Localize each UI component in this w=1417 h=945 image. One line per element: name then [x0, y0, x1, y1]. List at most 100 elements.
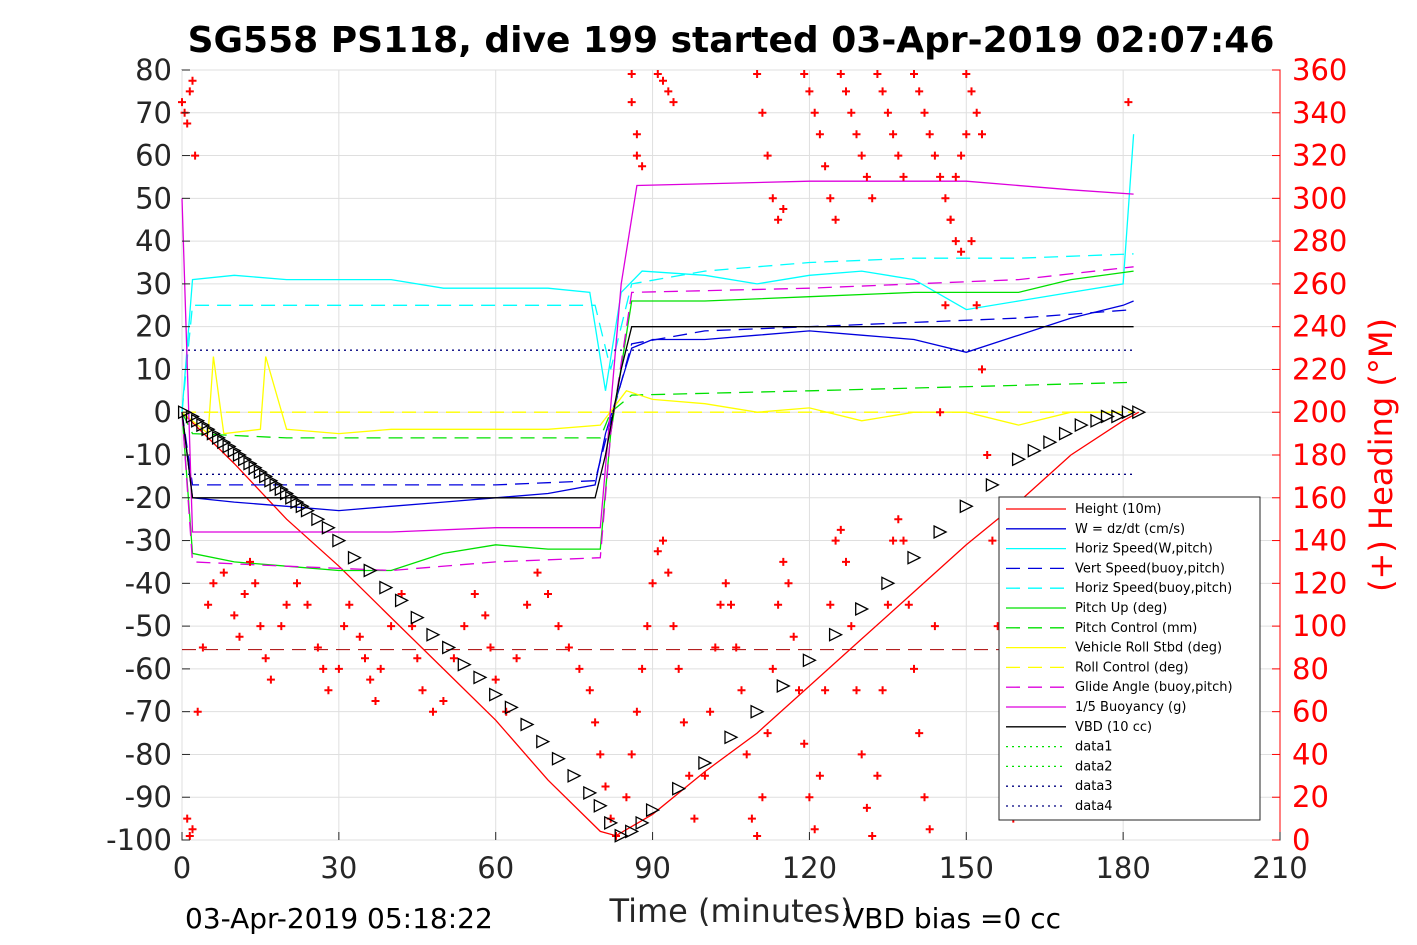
- heading-point: [732, 643, 741, 652]
- heading-point: [371, 697, 380, 705]
- series-line: [181, 266, 1134, 572]
- heading-point: [800, 739, 809, 748]
- heading-point: [925, 825, 934, 834]
- depth-marker: [551, 751, 566, 766]
- heading-point: [183, 119, 192, 128]
- legend-label: Roll Control (deg): [1075, 660, 1189, 675]
- heading-point: [334, 664, 343, 673]
- heading-point: [188, 76, 197, 85]
- x-tick-label: 150: [939, 851, 994, 885]
- heading-point: [230, 611, 239, 620]
- x-tick-label: 180: [1095, 851, 1150, 885]
- x-tick-label: 90: [634, 851, 671, 885]
- heading-point: [486, 643, 495, 652]
- heading-point: [936, 408, 945, 417]
- heading-point: [251, 579, 260, 588]
- legend-label: Pitch Control (mm): [1075, 621, 1197, 636]
- heading-point: [554, 622, 563, 631]
- depth-marker: [269, 477, 284, 492]
- depth-marker: [645, 803, 661, 818]
- depth-marker: [1132, 405, 1147, 420]
- heading-point: [862, 172, 871, 181]
- heading-point: [575, 664, 584, 673]
- heading-point: [972, 301, 981, 310]
- depth-marker: [855, 601, 870, 617]
- heading-point: [894, 151, 903, 160]
- y-right-tick-label: 100: [1292, 609, 1347, 643]
- heading-point: [706, 707, 715, 716]
- depth-marker: [248, 460, 263, 475]
- depth-marker: [959, 499, 974, 514]
- heading-point: [246, 557, 254, 566]
- heading-point: [883, 108, 892, 117]
- depth-marker: [520, 717, 535, 732]
- depth-marker: [177, 405, 193, 420]
- heading-point: [632, 151, 641, 160]
- heading-point: [774, 215, 783, 224]
- legend-label: Vert Speed(buoy,pitch): [1075, 561, 1225, 576]
- heading-point: [700, 771, 709, 780]
- heading-point: [878, 87, 887, 96]
- legend-label: Vehicle Roll Stbd (deg): [1075, 641, 1222, 656]
- heading-point: [878, 686, 887, 695]
- right-axis-label: (+) Heading (°M): [1362, 318, 1400, 592]
- heading-point: [266, 675, 275, 684]
- heading-point: [585, 686, 594, 695]
- y-tick-label: 10: [135, 352, 172, 386]
- depth-marker: [625, 824, 640, 839]
- y-tick-label: -60: [125, 652, 172, 686]
- heading-point: [946, 215, 955, 224]
- y-tick-label: 60: [135, 139, 172, 173]
- heading-point: [763, 729, 772, 738]
- heading-point: [340, 622, 349, 631]
- heading-point: [679, 718, 688, 727]
- heading-point: [727, 600, 735, 609]
- depth-marker: [802, 653, 817, 668]
- y-right-tick-label: 20: [1292, 780, 1329, 814]
- heading-point: [763, 151, 772, 160]
- depth-marker: [217, 435, 232, 450]
- legend-label: data3: [1075, 779, 1113, 794]
- heading-point: [925, 130, 934, 139]
- heading-point: [842, 557, 850, 566]
- heading-point: [789, 632, 798, 641]
- heading-point: [768, 194, 777, 203]
- legend-label: Glide Angle (buoy,pitch): [1075, 680, 1233, 695]
- heading-point: [852, 130, 861, 139]
- heading-point: [795, 686, 803, 695]
- heading-point: [669, 622, 678, 631]
- depth-marker: [567, 768, 582, 783]
- heading-point: [669, 98, 678, 107]
- heading-point: [826, 194, 835, 203]
- heading-point: [324, 686, 333, 695]
- heading-point: [596, 750, 605, 759]
- heading-point: [983, 451, 992, 459]
- heading-point: [873, 70, 882, 78]
- heading-point: [659, 76, 667, 85]
- heading-point: [449, 654, 458, 663]
- heading-point: [883, 600, 892, 609]
- series-line: [181, 134, 1135, 413]
- heading-point: [664, 568, 673, 577]
- heading-point: [387, 622, 396, 631]
- heading-point: [664, 87, 673, 96]
- heading-point: [632, 707, 641, 716]
- depth-marker: [243, 456, 258, 471]
- heading-point: [632, 130, 641, 139]
- heading-point: [868, 832, 877, 840]
- series-line: [181, 356, 1124, 435]
- legend-label: W = dz/dt (cm/s): [1075, 522, 1185, 537]
- heading-point: [653, 70, 662, 78]
- y-tick-label: -10: [125, 438, 172, 472]
- depth-marker: [776, 678, 791, 694]
- heading-point: [413, 654, 422, 663]
- depth-marker: [379, 580, 394, 595]
- legend-label: Horiz Speed(W,pitch): [1075, 542, 1213, 557]
- heading-point: [188, 825, 197, 834]
- y-right-tick-label: 240: [1292, 310, 1347, 344]
- depth-marker: [232, 447, 247, 463]
- y-right-tick-label: 280: [1292, 224, 1347, 258]
- heading-point: [235, 632, 244, 641]
- heading-point: [978, 130, 986, 139]
- depth-marker: [604, 815, 619, 830]
